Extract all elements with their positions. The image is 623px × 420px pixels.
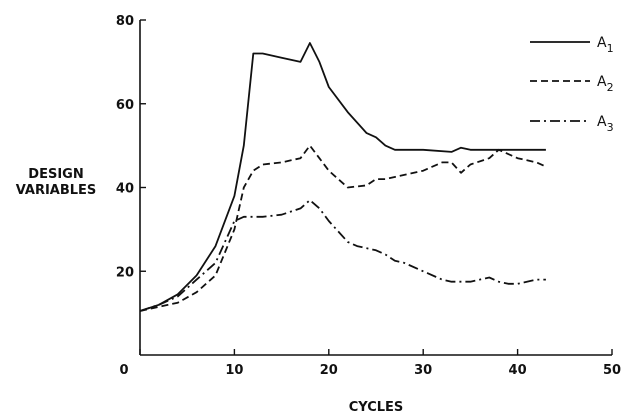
x-tick-label: 10 (225, 363, 243, 378)
legend-label-base: A (597, 114, 607, 130)
series-line-a1 (139, 42, 546, 312)
legend-label-a1: A1 (597, 35, 614, 55)
y-tick-label: 20 (116, 265, 134, 280)
y-axis-label-line: DESIGN (28, 167, 83, 182)
legend-label-subscript: 1 (607, 42, 614, 55)
axes-layer: 0 10 20 30 40 50 20 40 60 80 (116, 14, 621, 378)
series-line-a3 (139, 199, 546, 312)
x-tick-label: 50 (603, 363, 621, 378)
y-tick-label: 60 (116, 98, 134, 113)
legend-label-base: A (597, 74, 607, 90)
legend-label-a2: A2 (597, 74, 614, 94)
x-axis-label: CYCLES (349, 400, 404, 415)
x-tick-label: 20 (320, 363, 338, 378)
legend-label-a3: A3 (597, 114, 614, 134)
series-layer (139, 42, 547, 312)
y-tick-label: 40 (116, 182, 134, 197)
legend-label-subscript: 3 (607, 121, 614, 134)
legend-label-base: A (597, 35, 607, 51)
series-line-a2 (139, 144, 547, 312)
x-tick-label: 0 (119, 363, 128, 378)
legend-label-subscript: 2 (607, 81, 614, 94)
x-tick-label: 30 (414, 363, 432, 378)
y-tick-label: 80 (116, 14, 134, 29)
x-tick-label: 40 (509, 363, 527, 378)
y-axis-label-line: VARIABLES (16, 183, 97, 198)
